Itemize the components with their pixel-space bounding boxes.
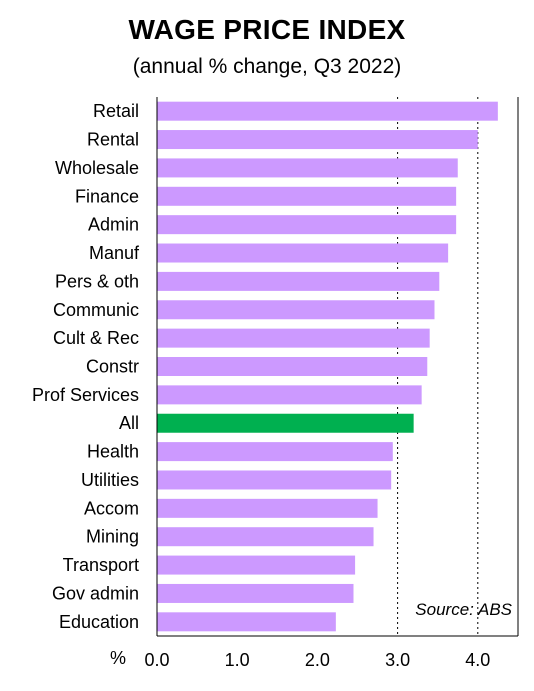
category-label: All [119,413,139,433]
x-tick-label: 3.0 [385,650,410,670]
category-label: Gov admin [52,583,139,603]
bar-transport [157,555,356,575]
category-label: Constr [86,357,139,377]
bar-constr [157,357,428,376]
category-label: Education [59,612,139,632]
bar-pers-oth [157,271,440,291]
bar-mining [157,527,374,547]
category-label: Rental [87,130,139,150]
category-label: Accom [84,498,139,518]
category-label: Cult & Rec [53,328,139,348]
x-axis-unit-label: % [110,648,126,668]
x-tick-label: 2.0 [305,650,330,670]
category-label: Transport [63,555,139,575]
bar-admin [157,215,457,235]
category-label: Pers & oth [55,271,139,291]
category-label: Retail [93,101,139,121]
bar-prof-services [157,385,422,405]
category-label: Finance [75,186,139,206]
x-tick-label: 4.0 [465,650,490,670]
category-label: Utilities [81,470,139,490]
bar-rental [157,130,478,150]
category-label: Communic [53,300,139,320]
bar-retail [157,101,498,121]
bar-wholesale [157,158,458,178]
bar-communic [157,300,435,320]
chart-title: WAGE PRICE INDEX [128,14,406,45]
bar-education [157,612,336,632]
category-label: Prof Services [32,385,139,405]
category-label: Admin [88,215,139,235]
bar-accom [157,498,378,518]
source-annotation: Source: ABS [415,600,512,619]
category-label: Manuf [89,243,140,263]
bar-health [157,442,393,462]
bar-utilities [157,470,392,490]
bar-cult-rec [157,328,430,348]
x-tick-label: 1.0 [225,650,250,670]
bar-finance [157,186,457,206]
category-label: Health [87,442,139,462]
bar-gov-admin [157,583,354,603]
chart-subtitle: (annual % change, Q3 2022) [132,55,402,78]
category-label: Wholesale [55,158,139,178]
bar-all [157,413,414,433]
category-label: Mining [86,527,139,547]
bar-manuf [157,243,449,263]
x-tick-label: 0.0 [144,650,169,670]
